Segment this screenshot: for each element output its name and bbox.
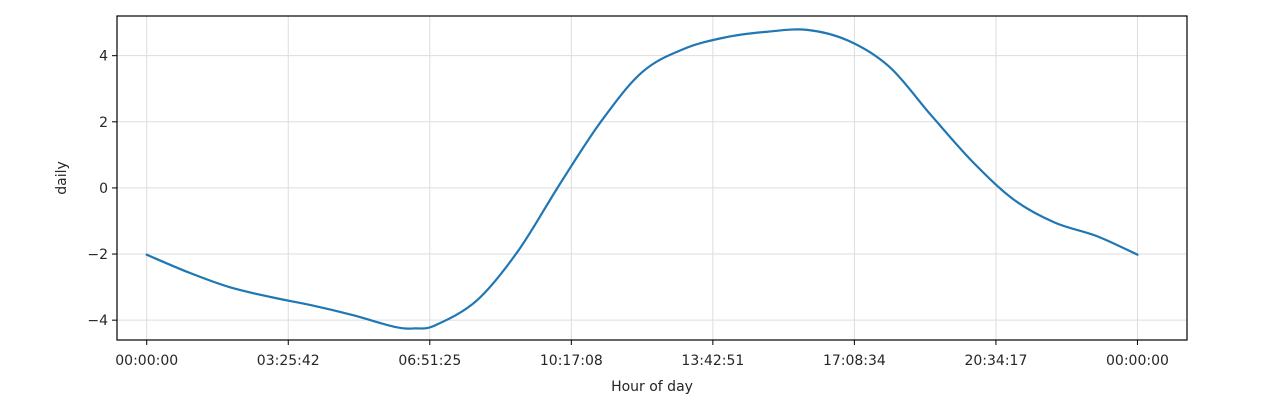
daily-series-line bbox=[145, 28, 1139, 330]
x-axis: 00:00:00 03:25:42 06:51:25 10:17:08 13:42:51… bbox=[115, 340, 1169, 369]
x-tick-label: 03:25:42 bbox=[257, 353, 320, 369]
x-tick-label: 17:08:34 bbox=[823, 353, 886, 369]
x-tick-label: 20:34:17 bbox=[964, 353, 1027, 369]
grid-lines bbox=[117, 16, 1187, 340]
y-tick-label: 4 bbox=[99, 49, 108, 65]
y-tick-label: −4 bbox=[87, 313, 108, 329]
y-axis: −4 −2 0 2 4 bbox=[87, 49, 117, 329]
x-tick-label: 10:17:08 bbox=[540, 353, 603, 369]
y-tick-label: 2 bbox=[99, 115, 108, 131]
y-tick-label: 0 bbox=[99, 181, 108, 197]
x-tick-label: 00:00:00 bbox=[115, 353, 178, 369]
y-axis-title: daily bbox=[54, 161, 70, 195]
y-tick-label: −2 bbox=[87, 247, 108, 263]
plot-area-frame bbox=[116, 15, 1188, 341]
x-tick-label: 00:00:00 bbox=[1106, 353, 1169, 369]
x-tick-label: 06:51:25 bbox=[398, 353, 461, 369]
x-axis-title: Hour of day bbox=[611, 379, 693, 395]
x-tick-label: 13:42:51 bbox=[681, 353, 744, 369]
